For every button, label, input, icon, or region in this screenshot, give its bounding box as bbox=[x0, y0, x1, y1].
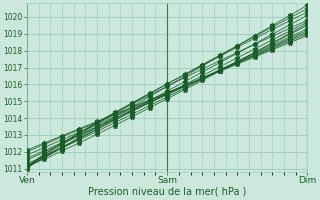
X-axis label: Pression niveau de la mer( hPa ): Pression niveau de la mer( hPa ) bbox=[88, 187, 246, 197]
